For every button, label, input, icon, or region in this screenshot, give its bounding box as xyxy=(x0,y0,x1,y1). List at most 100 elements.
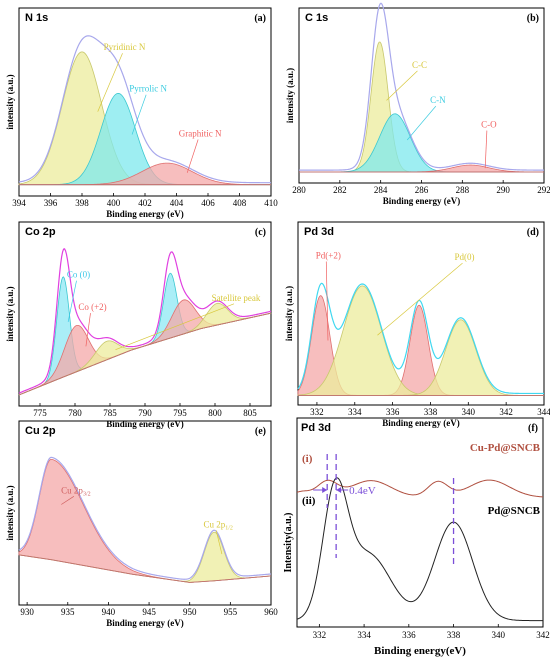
baseline xyxy=(18,312,272,396)
annotation-leader xyxy=(186,139,199,173)
panel-e: Cu 2p3/2 Cu 2p1/2 Cu 2p (e) 930 935 940 945 950 9… xyxy=(5,420,278,628)
x-tick-label: 935 xyxy=(61,607,75,617)
annotation-leader xyxy=(386,70,418,101)
x-tick-label: 332 xyxy=(310,407,324,417)
peak-label: Cu 2p3/2 xyxy=(61,485,90,497)
arrow-head xyxy=(336,487,342,493)
y-axis-label: intensity (a.u.) xyxy=(284,286,294,341)
peak-label: C-N xyxy=(430,95,446,105)
series-name: Cu-Pd@SNCB xyxy=(470,442,541,454)
annotation-leader xyxy=(67,280,77,323)
x-tick-label: 960 xyxy=(264,607,278,617)
x-tick-label: 334 xyxy=(348,407,362,417)
peak-label: Pyrrolic N xyxy=(129,84,167,94)
x-axis-label: Binding energy(eV) xyxy=(374,645,466,657)
peak-label: Satellite peak xyxy=(212,293,261,303)
peak-label: C-O xyxy=(481,120,497,130)
annotation-leader xyxy=(377,262,463,336)
x-tick-label: 340 xyxy=(492,630,506,640)
x-tick-label: 805 xyxy=(243,408,257,418)
x-tick-label: 785 xyxy=(103,408,117,418)
panel-label: (c) xyxy=(255,227,266,238)
x-tick-label: 775 xyxy=(33,408,47,418)
arrow-head xyxy=(322,487,328,493)
envelope-curve xyxy=(18,456,272,580)
baseline xyxy=(18,554,272,583)
series-line-cu-pd xyxy=(296,479,544,498)
panel-b: C-C C-N C-O C 1s (b) 280 282 284 286 288 290 292 Bin… xyxy=(285,2,550,206)
panel-label: (a) xyxy=(254,13,266,24)
x-tick-label: 344 xyxy=(537,407,550,417)
peak-label: Pd(0) xyxy=(455,252,475,262)
x-tick-label: 930 xyxy=(20,607,34,617)
x-tick-label: 406 xyxy=(201,198,215,208)
x-tick-label: 410 xyxy=(264,198,278,208)
peak-label: Cu 2p1/2 xyxy=(203,519,232,531)
y-axis-label: Intensity(a.u.) xyxy=(283,512,294,572)
peak-label: Pyridinic N xyxy=(104,42,146,52)
annotation-leader xyxy=(325,261,329,341)
x-tick-label: 795 xyxy=(173,408,187,418)
x-tick-label: 400 xyxy=(107,198,121,208)
x-tick-label: 945 xyxy=(142,607,156,617)
panel-title: C 1s xyxy=(305,12,328,24)
panel-title: Pd 3d xyxy=(304,226,334,238)
annotation-leader xyxy=(406,105,437,141)
panel-title: Cu 2p xyxy=(25,425,56,437)
series-tag: (i) xyxy=(302,453,313,465)
x-tick-label: 342 xyxy=(499,407,513,417)
series-tag: (ii) xyxy=(302,495,316,507)
x-axis-label: Binding energy (eV) xyxy=(382,418,460,428)
x-tick-label: 402 xyxy=(138,198,152,208)
x-tick-label: 280 xyxy=(292,185,306,195)
panel-f: 0.4eV (i) Cu-Pd@SNCB (ii) Pd@SNCB Pd 3d (f) 332… xyxy=(283,417,550,657)
annotation-leader xyxy=(85,313,91,347)
panel-label: (b) xyxy=(527,13,539,24)
series-line-pd xyxy=(296,477,543,622)
peak-cu-2p3-2 xyxy=(18,458,272,583)
y-axis-label: intensity (a.u.) xyxy=(5,286,15,341)
x-tick-label: 290 xyxy=(496,185,510,195)
x-tick-label: 396 xyxy=(44,198,58,208)
x-tick-label: 800 xyxy=(208,408,222,418)
x-tick-label: 286 xyxy=(415,185,429,195)
annotation-leader xyxy=(484,130,488,169)
x-tick-label: 404 xyxy=(170,198,184,208)
panel-title: Co 2p xyxy=(25,226,56,238)
annotation-leader xyxy=(115,303,235,351)
x-tick-label: 334 xyxy=(357,630,371,640)
y-axis-label: intensity (a.u.) xyxy=(5,74,15,129)
x-tick-label: 950 xyxy=(183,607,197,617)
panel-title: N 1s xyxy=(25,12,48,24)
x-tick-label: 394 xyxy=(12,198,26,208)
panel-a: Pyridinic N Pyrrolic N Graphitic N N 1s (a) 3… xyxy=(5,7,278,219)
x-tick-label: 780 xyxy=(68,408,82,418)
envelope-curve xyxy=(18,35,271,184)
x-tick-label: 284 xyxy=(374,185,388,195)
panel-c: Co (0) Co (+2) Satellite peak Co 2p (c) 775 78… xyxy=(5,221,272,429)
envelope-curve xyxy=(297,282,544,395)
x-tick-label: 336 xyxy=(386,407,400,417)
x-tick-label: 338 xyxy=(424,407,438,417)
annotation-leader xyxy=(97,53,123,112)
peak-label: C-C xyxy=(412,60,427,70)
x-axis-label: Binding energy (eV) xyxy=(106,209,184,219)
x-tick-label: 940 xyxy=(102,607,116,617)
x-axis-label: Binding energy (eV) xyxy=(106,618,184,628)
annotation-leader xyxy=(61,496,75,505)
series-name: Pd@SNCB xyxy=(488,505,541,517)
plot-frame xyxy=(296,417,544,628)
peak-label: Co (+2) xyxy=(78,302,106,312)
y-axis-label: intensity (a.u.) xyxy=(285,68,295,123)
x-tick-label: 332 xyxy=(313,630,327,640)
x-axis-label: Binding energy (eV) xyxy=(106,419,184,429)
peak-label: Graphitic N xyxy=(179,129,222,139)
plot-frame xyxy=(18,420,272,606)
x-tick-label: 342 xyxy=(536,630,550,640)
x-axis-label: Binding energy (eV) xyxy=(383,196,461,206)
y-axis-label: intensity (a.u.) xyxy=(5,485,15,540)
x-tick-label: 955 xyxy=(224,607,238,617)
annotation-leader xyxy=(131,94,147,135)
panel-label: (f) xyxy=(528,423,538,434)
